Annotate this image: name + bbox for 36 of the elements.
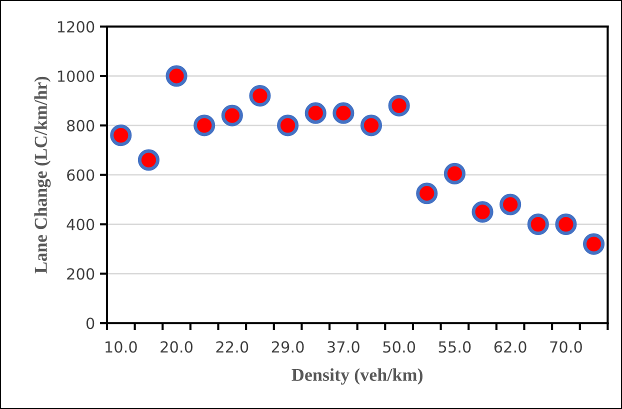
point <box>388 94 410 116</box>
x-tick-label: 29.0 <box>272 341 304 353</box>
y-tick-label: 1200 <box>58 21 94 33</box>
x-axis-title: Density (veh/km) <box>292 368 422 385</box>
point <box>472 201 494 223</box>
y-tick-label: 600 <box>67 169 94 181</box>
x-tick-label: 70.0 <box>550 341 582 353</box>
x-tick-label: 22.0 <box>216 341 248 353</box>
point <box>332 102 354 124</box>
point <box>249 84 271 107</box>
point <box>416 182 438 204</box>
point <box>138 149 160 171</box>
point <box>582 233 605 255</box>
y-tick-label: 200 <box>67 268 94 280</box>
x-tick-label: 62.0 <box>494 341 526 353</box>
y-axis-title: Lane Change (LC/km/hr) <box>34 76 51 274</box>
point <box>221 104 243 126</box>
point <box>194 114 216 136</box>
point <box>166 65 188 87</box>
point <box>304 102 326 124</box>
x-tick-label: 50.0 <box>383 341 416 353</box>
point <box>277 114 299 136</box>
x-tick-label: 20.0 <box>160 341 193 353</box>
point <box>360 114 382 136</box>
x-tick-label: 10.0 <box>106 341 137 353</box>
y-tick-label: 800 <box>67 120 94 132</box>
point <box>527 213 549 236</box>
point <box>110 124 132 146</box>
x-tick-label: 37.0 <box>328 341 360 353</box>
point <box>444 162 466 184</box>
y-tick-label: 400 <box>66 218 94 230</box>
point <box>555 213 577 236</box>
x-tick-label: 55.0 <box>438 341 471 353</box>
y-tick-label: 1000 <box>58 70 94 82</box>
point <box>500 194 522 216</box>
y-tick-label: 0 <box>86 318 94 330</box>
